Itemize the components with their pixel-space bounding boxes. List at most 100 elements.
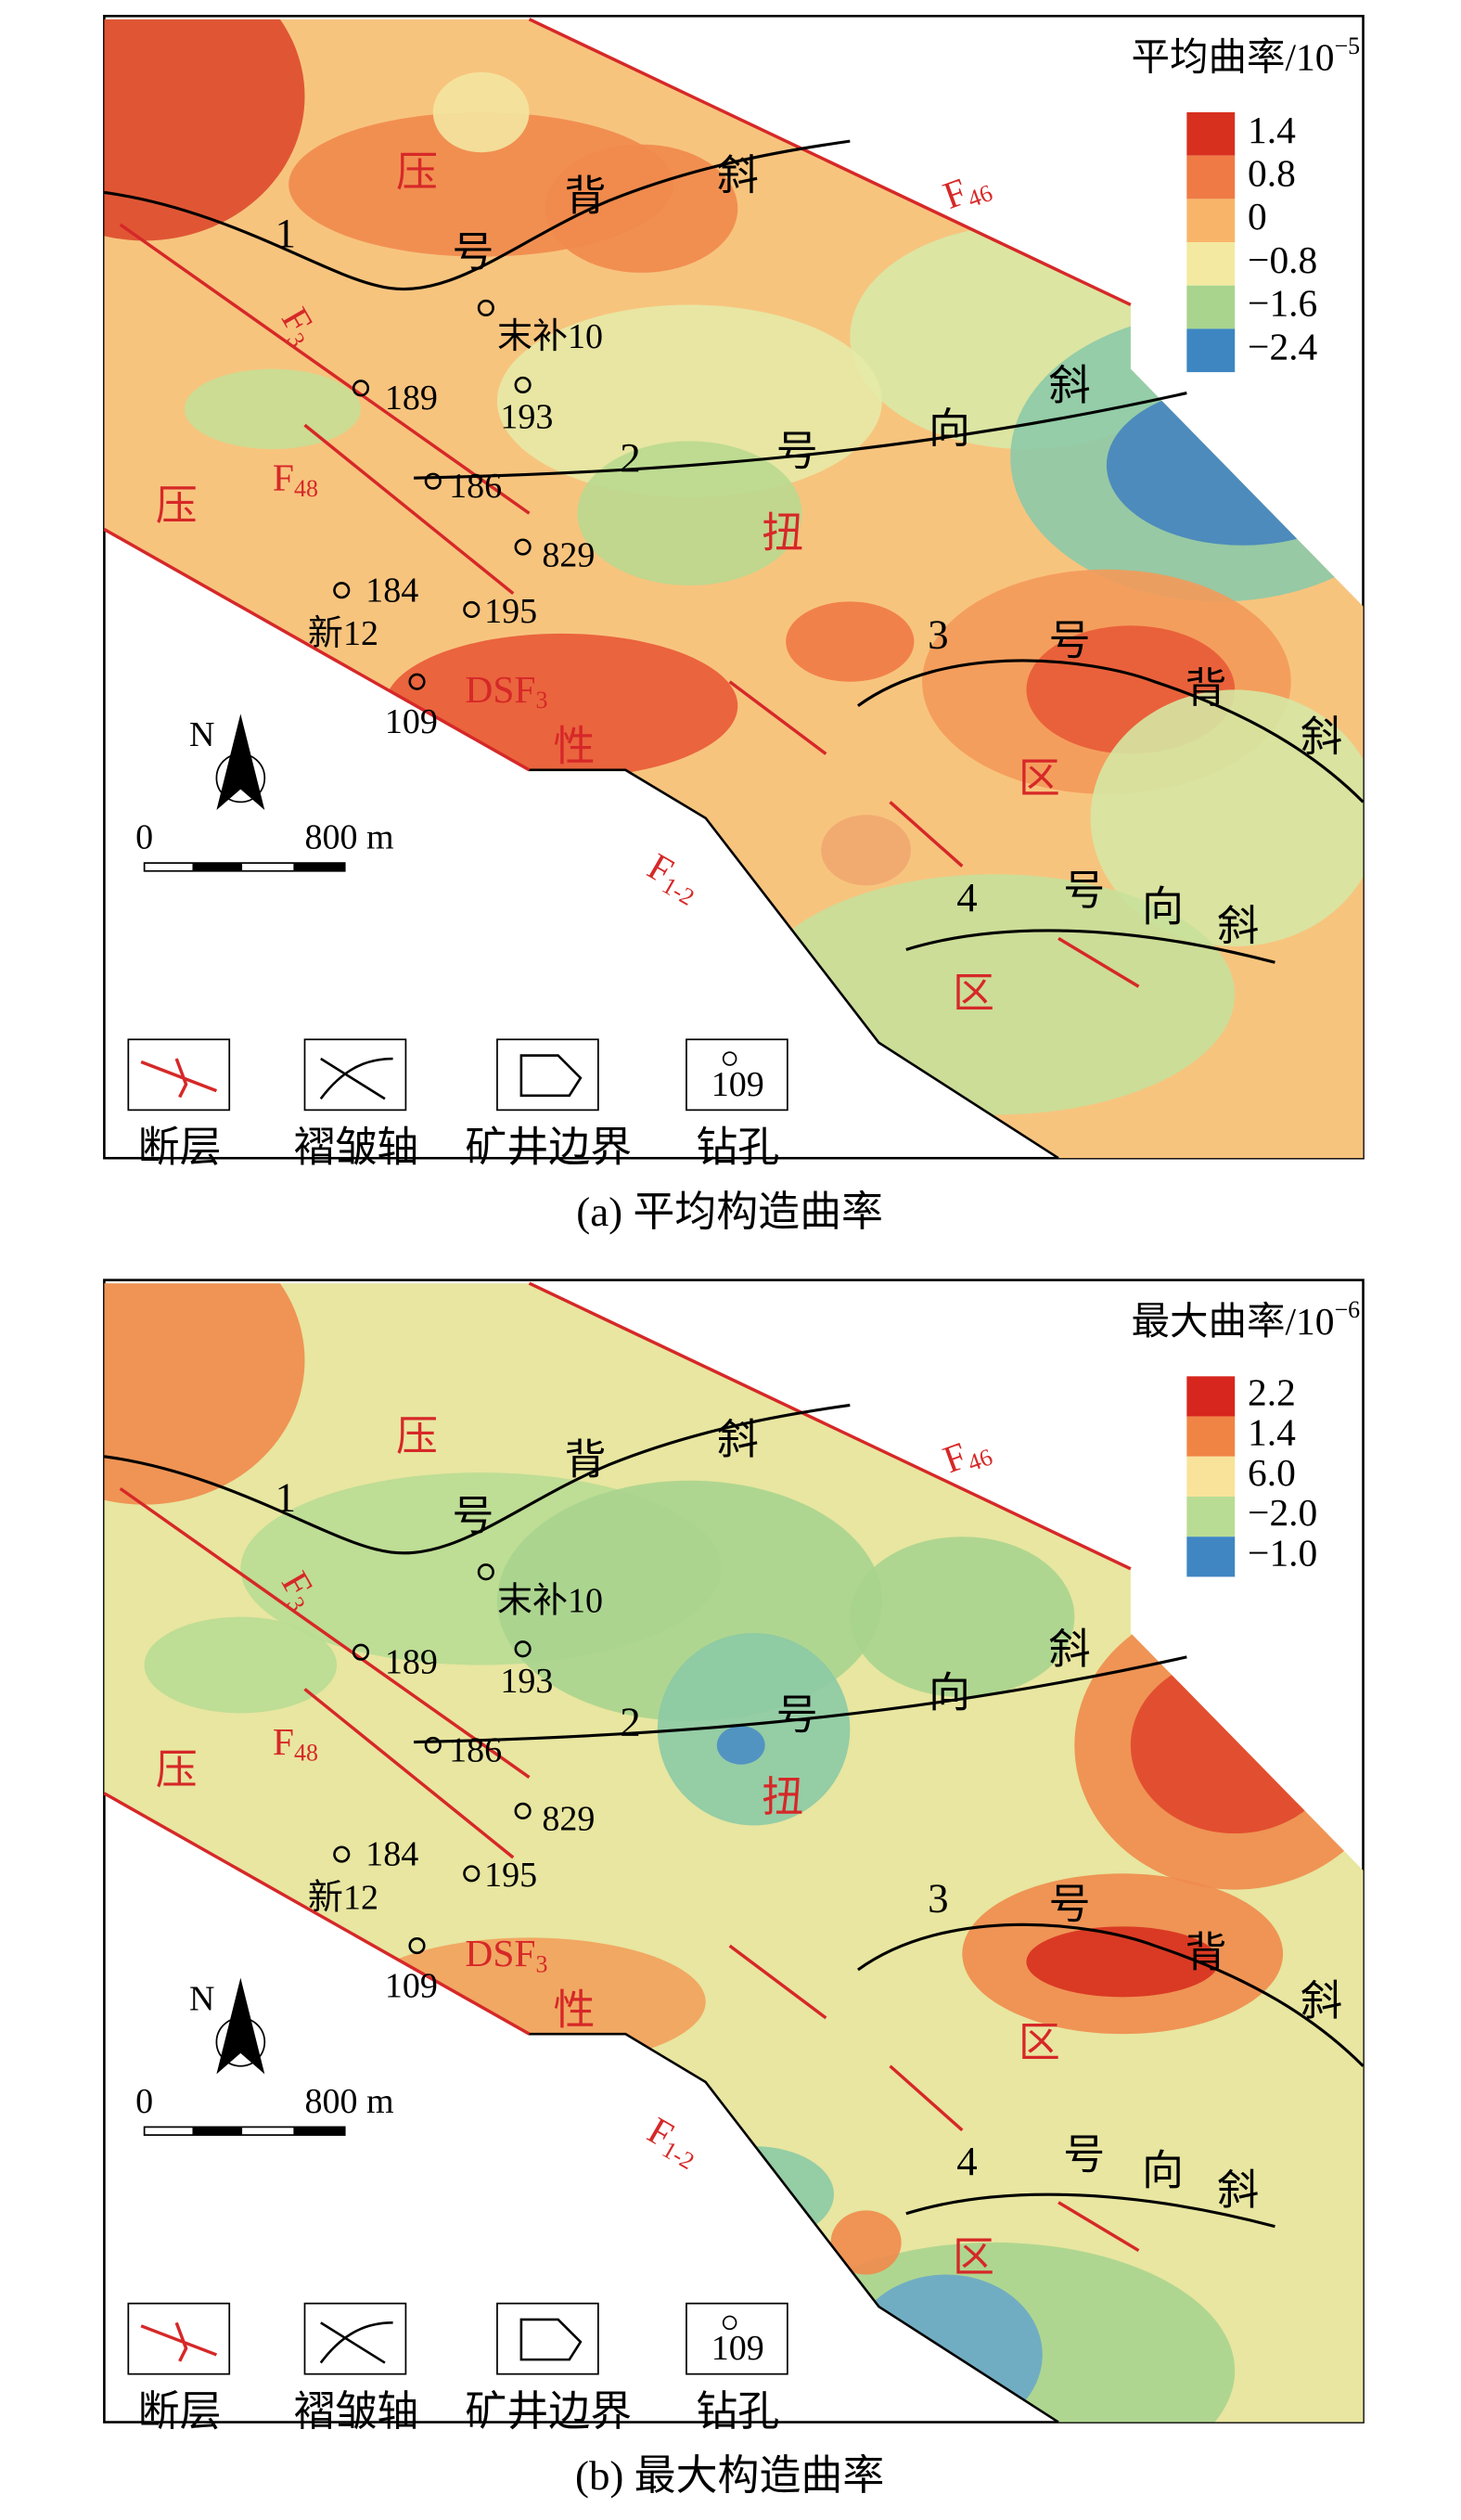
fold-axis: [104, 1403, 851, 1555]
legend-swatch: [1186, 1497, 1236, 1537]
borehole: [333, 582, 351, 599]
fault-line: [303, 423, 515, 596]
fault-line: [119, 223, 531, 515]
region-label: 扭: [762, 509, 803, 556]
curvature-zone: [821, 815, 911, 886]
fold-label: 1: [276, 210, 296, 256]
fold-label: 斜: [717, 1416, 759, 1462]
legend-swatch: [1186, 328, 1236, 373]
legend-tick: −2.0: [1248, 1491, 1317, 1534]
scale-bar-fill: [293, 863, 345, 871]
curvature-zone: [786, 601, 915, 682]
fault-name: DSF: [465, 667, 535, 710]
fault-line: [1057, 2201, 1140, 2253]
scale-label: 0: [135, 818, 153, 857]
north-label: N: [189, 1979, 214, 2018]
borehole-label: 195: [484, 1856, 537, 1895]
borehole: [352, 379, 370, 397]
fold-label: 3: [928, 1875, 948, 1922]
region-label: 压: [156, 482, 198, 529]
key-box: [686, 2302, 788, 2375]
borehole: [463, 1865, 481, 1883]
fold-axis: [857, 659, 1365, 804]
key-sample: 109: [711, 1065, 764, 1104]
borehole: [352, 1643, 370, 1661]
borehole: [477, 1563, 494, 1581]
legend-tick: −1.6: [1248, 282, 1317, 325]
key-sample: 109: [711, 2329, 764, 2368]
fold-label: 斜: [1301, 1977, 1342, 2024]
fault-line: [528, 1281, 1132, 1571]
fault-subscript: 3: [535, 687, 547, 714]
fold-label: 2: [620, 1699, 640, 1745]
borehole: [514, 1640, 532, 1658]
region-label: 压: [156, 1746, 198, 1793]
fault-subscript: 48: [294, 475, 318, 502]
key-label: 钻孔: [696, 2388, 779, 2435]
fault-line: [728, 1944, 827, 2020]
borehole: [477, 299, 494, 317]
fold-label: 号: [776, 1692, 818, 1739]
fault-name: DSF: [465, 1932, 535, 1974]
borehole: [514, 376, 532, 393]
borehole-label: 186: [449, 467, 502, 506]
fault-line: [1057, 936, 1140, 988]
fold-label: 斜: [1217, 2166, 1259, 2213]
fold-label: 斜: [1301, 714, 1342, 760]
fold-axis: [414, 392, 1187, 480]
fold-axis: [905, 929, 1275, 964]
borehole-label: 186: [449, 1730, 502, 1769]
north-arrow: [216, 1977, 265, 2075]
borehole: [424, 472, 442, 490]
curvature-zone: [104, 1283, 305, 1505]
borehole: [408, 1937, 426, 1955]
scale-label: 800 m: [304, 2082, 393, 2121]
curvature-zone: [104, 19, 305, 241]
key-label: 褶皱轴: [293, 2388, 418, 2435]
fault-label: F3: [271, 300, 327, 352]
fold-axis: [857, 1922, 1365, 2067]
fault-label: DSF3: [465, 1932, 547, 1978]
fault-name: F: [273, 456, 294, 498]
borehole: [463, 600, 481, 619]
fold-label: 背: [1185, 1929, 1227, 1975]
fold-label: 斜: [717, 152, 759, 199]
borehole-label: 193: [500, 398, 553, 437]
fault-line: [103, 528, 531, 772]
fold-label: 号: [453, 229, 494, 276]
north-arrow: [216, 714, 265, 811]
legend-tick: −0.8: [1248, 238, 1317, 281]
borehole: [514, 1802, 532, 1819]
legend-swatch: [1186, 1376, 1236, 1417]
region-label: 压: [396, 1413, 438, 1459]
borehole: [333, 1845, 351, 1863]
key-fault: [140, 2321, 218, 2362]
key-box: [496, 1038, 599, 1112]
curvature-zone: [830, 2210, 902, 2275]
region-label: 性: [553, 723, 595, 769]
fold-label: 向: [1142, 883, 1184, 930]
legend-title-text: 平均曲率/10: [1132, 35, 1335, 78]
legend-exponent: −6: [1334, 1296, 1360, 1323]
scale-label: 800 m: [304, 818, 393, 857]
fold-label: 向: [1142, 2148, 1184, 2194]
fault-line: [103, 1792, 531, 2036]
caption: (b) 最大构造曲率: [575, 2452, 884, 2499]
fold-label: 号: [776, 428, 818, 474]
legend-swatch: [1186, 112, 1236, 156]
fold-label: 号: [453, 1493, 494, 1539]
borehole-label: 184: [365, 571, 418, 610]
borehole-label: 829: [542, 1800, 595, 1839]
borehole-label: 新12: [308, 614, 378, 653]
legend-swatch: [1186, 155, 1236, 199]
key-box: [127, 2302, 231, 2375]
fold-label: 向: [929, 405, 970, 452]
fold-label: 号: [1063, 868, 1105, 914]
key-fold: [319, 1057, 393, 1100]
borehole-label: 109: [385, 702, 438, 741]
fault-subscript: 48: [294, 1739, 318, 1766]
fault-subscript: 3: [535, 1951, 547, 1978]
north-label: N: [189, 715, 214, 754]
scale-label: 0: [135, 2082, 153, 2121]
